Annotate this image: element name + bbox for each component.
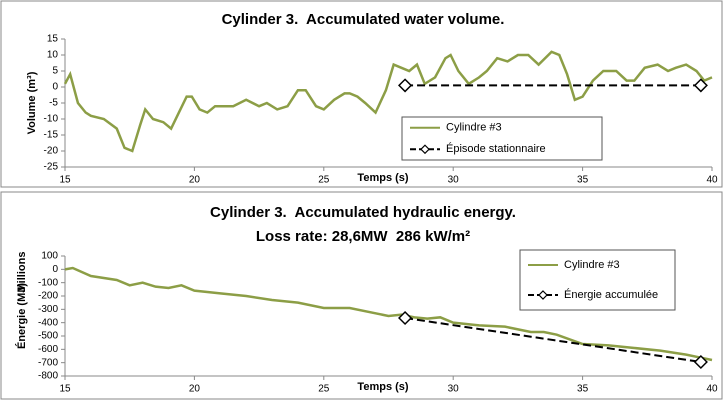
x-axis-label: Temps (s) (357, 172, 408, 184)
marker (398, 310, 413, 326)
legend-label: Épisode stationnaire (446, 142, 546, 155)
legend-label: Cylindre #3 (564, 259, 620, 271)
x-tick-label: 35 (577, 384, 589, 395)
y-tick-label: -200 (38, 291, 58, 302)
legend-box (519, 249, 676, 311)
y-tick-label: -5 (49, 98, 58, 109)
x-tick-label: 30 (448, 175, 460, 186)
chart-subtitle: Loss rate: 28,6MW 286 kW/m² (256, 228, 470, 245)
y-tick-label: 5 (52, 66, 58, 77)
marker (693, 78, 708, 93)
x-tick-label: 30 (448, 384, 460, 395)
y-tick-label: -600 (38, 344, 58, 355)
panel (0, 0, 723, 188)
x-tick-label: 20 (189, 175, 201, 186)
series-line (63, 50, 713, 153)
marker (693, 354, 708, 370)
chart-title: Cylinder 3. Accumulated hydraulic energy… (210, 204, 516, 221)
legend-label: Énergie accumulée (564, 288, 658, 301)
series-line (64, 266, 713, 362)
y-tick-label: 10 (47, 50, 59, 61)
x-tick-label: 15 (59, 175, 71, 186)
y-tick-label: 100 (41, 251, 58, 262)
y-tick-label: 0 (52, 82, 58, 93)
chart-title: Cylinder 3. Accumulated water volume. (222, 11, 505, 28)
legend-marker (420, 144, 430, 155)
x-tick-label: 40 (706, 175, 718, 186)
x-tick-label: 25 (318, 175, 330, 186)
y-tick-label: -15 (44, 130, 59, 141)
y-tick-label: 15 (47, 34, 59, 45)
series-line (404, 317, 702, 363)
y-tick-label: -700 (38, 357, 58, 368)
y-tick-label: -10 (44, 114, 59, 125)
x-tick-label: 40 (706, 384, 718, 395)
x-axis-label: Temps (s) (357, 381, 408, 393)
marker (398, 78, 413, 93)
display-unit: Millions (16, 252, 28, 293)
y-tick-label: -800 (38, 371, 58, 382)
legend-label: Cylindre #3 (446, 122, 502, 134)
x-tick-label: 20 (189, 384, 201, 395)
legend-box (401, 116, 603, 161)
y-tick-label: -300 (38, 304, 58, 315)
y-tick-label: -25 (44, 162, 59, 173)
y-axis-label: Énergie (MJ) (15, 283, 28, 349)
x-tick-label: 35 (577, 175, 589, 186)
x-tick-label: 25 (318, 384, 330, 395)
y-axis-label: Volume (m³) (26, 71, 38, 134)
y-tick-label: -100 (38, 277, 58, 288)
legend-marker (538, 290, 548, 300)
y-tick-label: 0 (52, 264, 58, 275)
y-tick-label: -400 (38, 317, 58, 328)
y-tick-label: -20 (44, 146, 59, 157)
y-tick-label: -500 (38, 331, 58, 342)
x-tick-label: 15 (59, 384, 71, 395)
